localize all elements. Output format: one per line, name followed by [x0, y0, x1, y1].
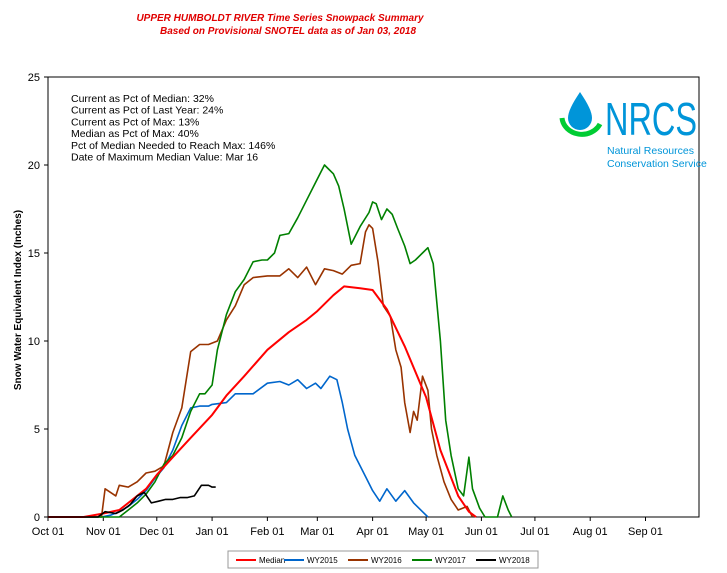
x-tick-label: Jul 01 — [520, 526, 549, 538]
plot-area — [47, 76, 700, 518]
legend-label: Median — [259, 556, 285, 565]
x-tick-label: Feb 01 — [250, 526, 284, 538]
x-tick-label: May 01 — [408, 526, 444, 538]
legend-label: WY2015 — [307, 556, 338, 565]
legend-label: WY2018 — [499, 556, 530, 565]
stat-line: Median as Pct of Max: 40% — [71, 128, 199, 140]
y-tick-label: 25 — [28, 72, 40, 84]
y-tick-label: 5 — [34, 424, 40, 436]
chart-subtitle: Based on Provisional SNOTEL data as of J… — [160, 26, 416, 37]
legend-label: WY2016 — [371, 556, 402, 565]
y-axis-label: Snow Water Equivalent Index (Inches) — [13, 210, 24, 390]
y-tick-label: 10 — [28, 336, 40, 348]
swoosh-icon — [559, 117, 603, 137]
y-tick-label: 15 — [28, 248, 40, 260]
x-tick-label: Oct 01 — [32, 526, 64, 538]
x-tick-label: Dec 01 — [139, 526, 174, 538]
stat-line: Current as Pct of Last Year: 24% — [71, 105, 223, 117]
series-line-wy2018 — [48, 484, 216, 518]
x-tick-label: Nov 01 — [86, 526, 121, 538]
stat-line: Pct of Median Needed to Reach Max: 146% — [71, 140, 275, 152]
stat-line: Current as Pct of Median: 32% — [71, 93, 214, 105]
logo-line1: Natural Resources — [607, 145, 694, 157]
water-drop-icon — [568, 92, 592, 130]
series-line-wy2016 — [48, 224, 474, 518]
series-line-median — [48, 285, 477, 518]
x-tick-label: Mar 01 — [300, 526, 334, 538]
y-tick-label: 20 — [28, 160, 40, 172]
nrcs-logo: NRCS Natural Resources Conservation Serv… — [559, 92, 707, 170]
x-tick-label: Jan 01 — [196, 526, 229, 538]
x-tick-label: Jun 01 — [465, 526, 498, 538]
stat-line: Date of Maximum Median Value: Mar 16 — [71, 152, 258, 164]
x-tick-label: Apr 01 — [356, 526, 388, 538]
x-tick-label: Sep 01 — [628, 526, 663, 538]
series-line-wy2017 — [48, 164, 513, 518]
logo-line2: Conservation Service — [607, 158, 707, 170]
stat-line: Current as Pct of Max: 13% — [71, 116, 199, 128]
chart-title: UPPER HUMBOLDT RIVER Time Series Snowpac… — [136, 13, 424, 24]
y-tick-label: 0 — [34, 512, 40, 524]
logo-wordmark: NRCS — [605, 93, 697, 145]
x-tick-label: Aug 01 — [573, 526, 608, 538]
legend-label: WY2017 — [435, 556, 466, 565]
legend-box — [227, 550, 539, 569]
